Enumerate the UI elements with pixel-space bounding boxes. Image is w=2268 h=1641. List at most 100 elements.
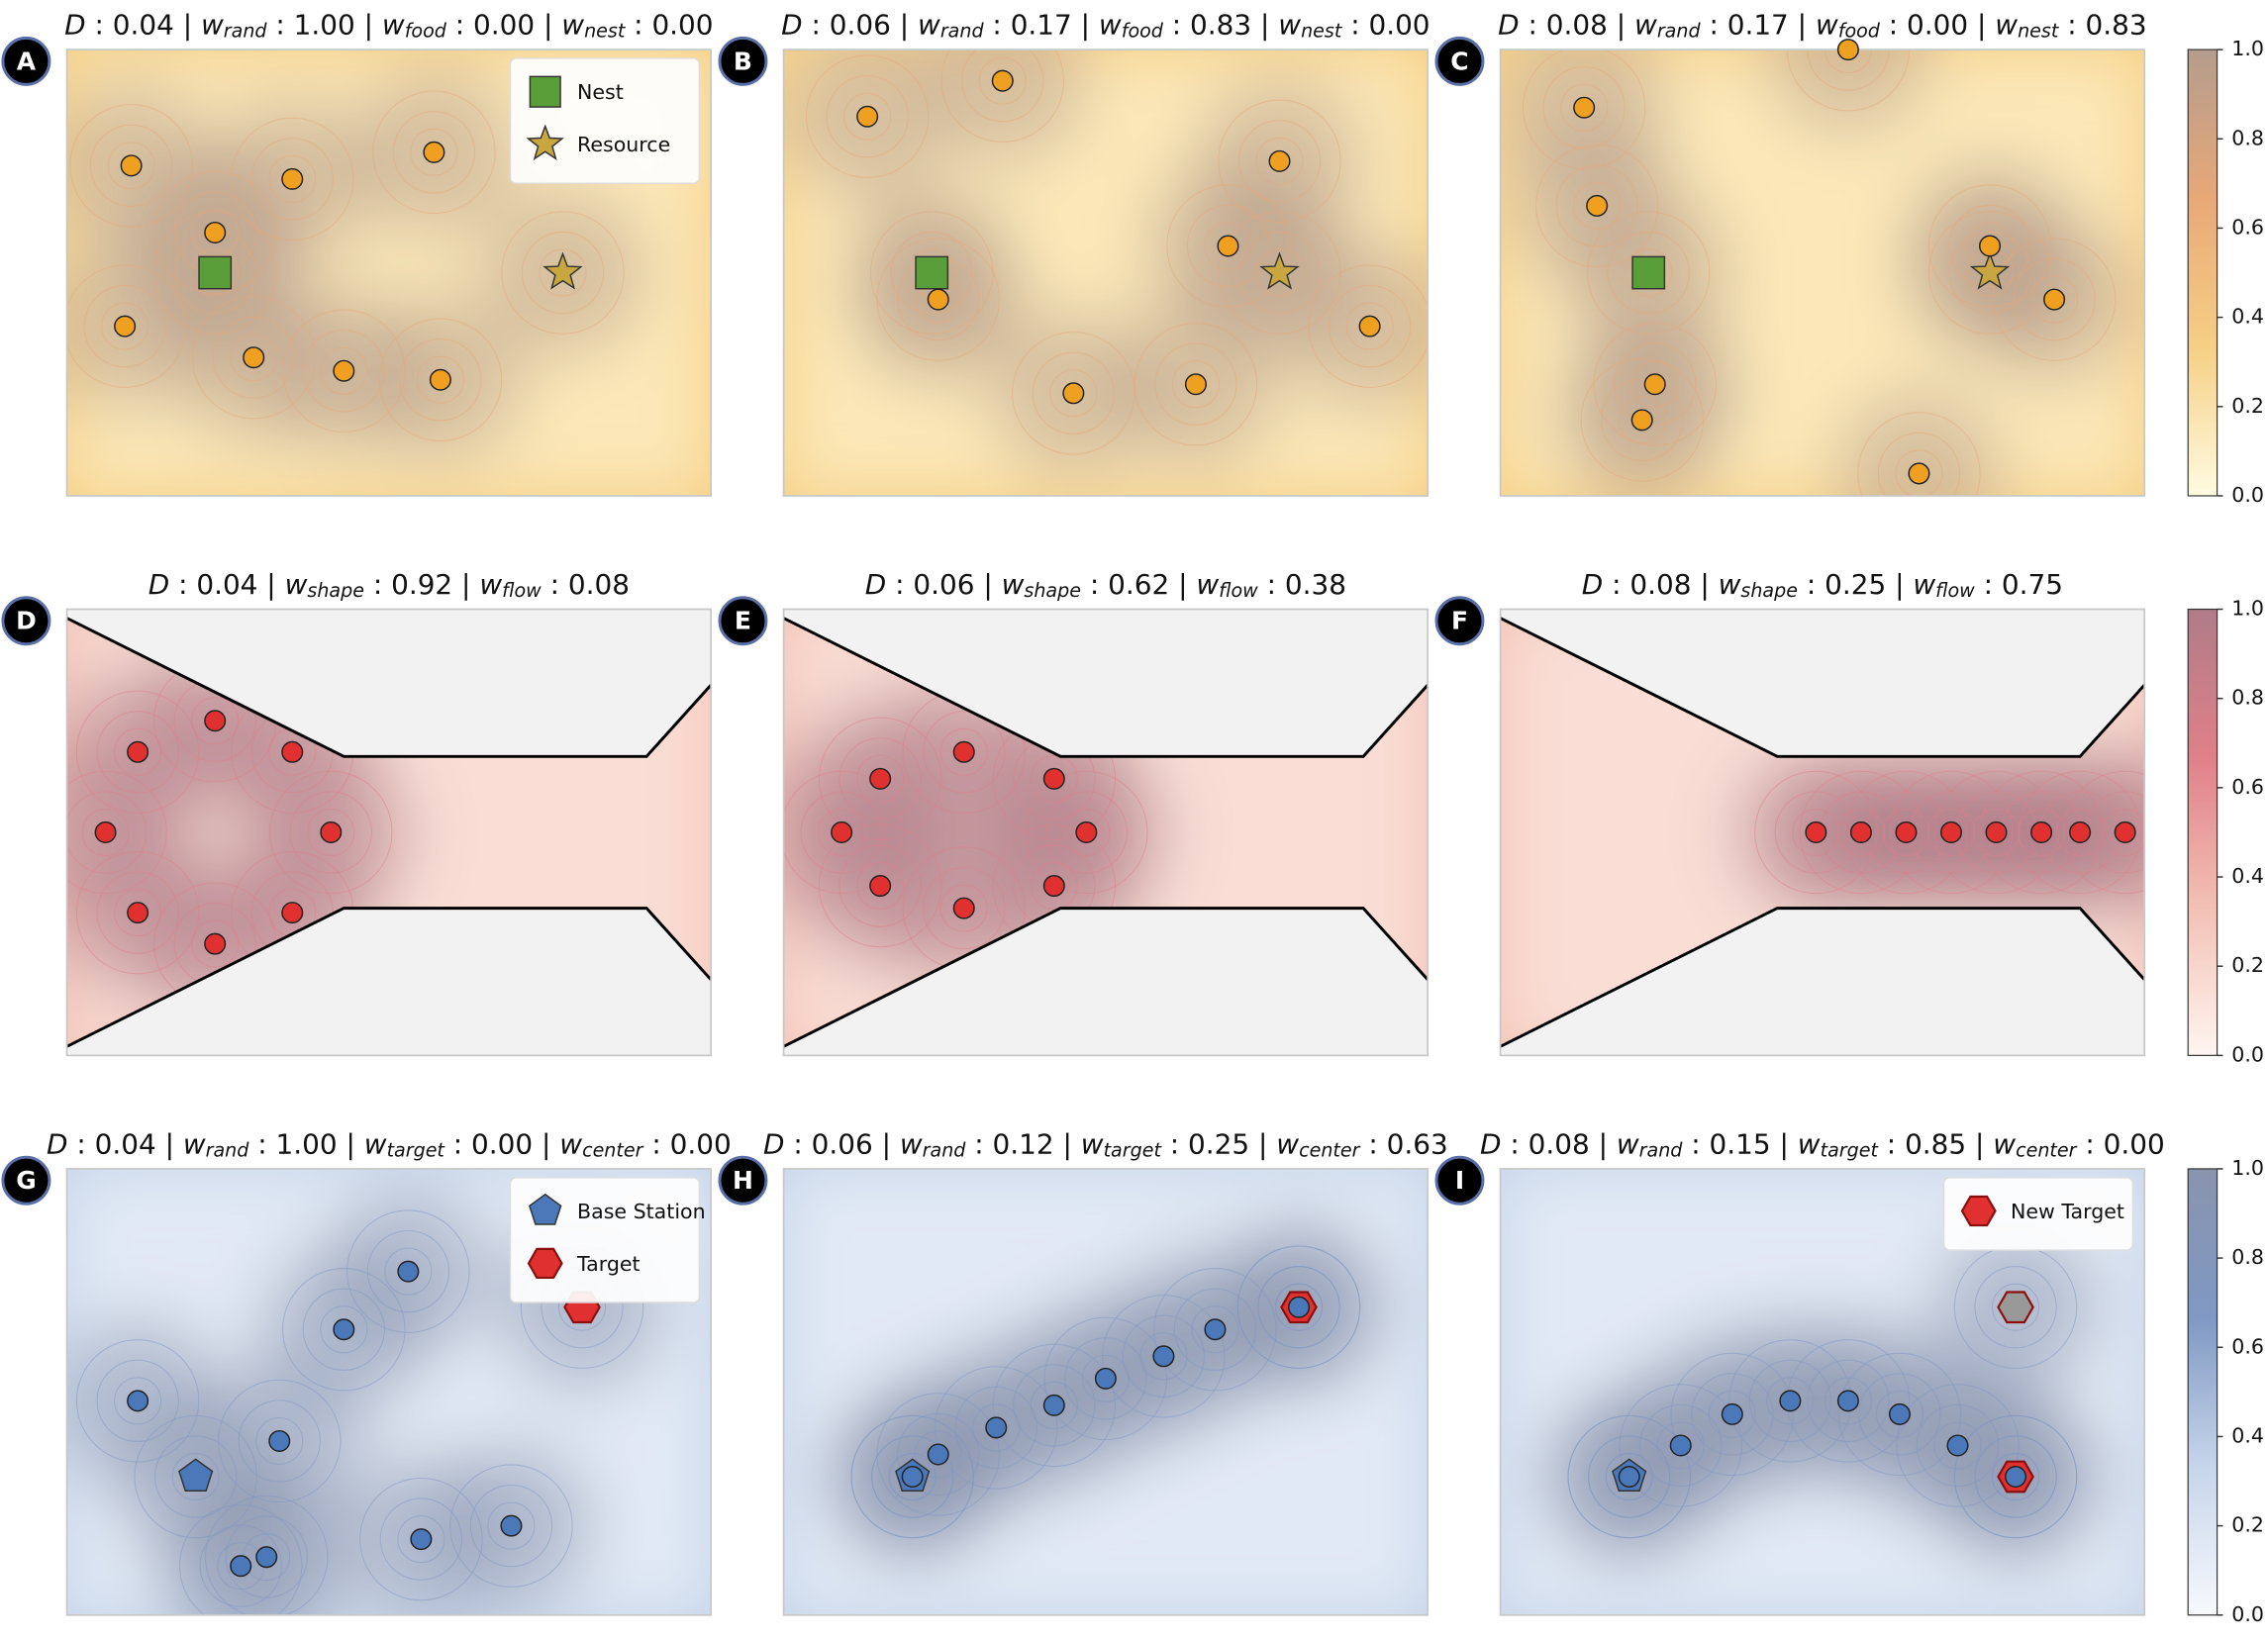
contour bbox=[231, 117, 354, 241]
agent bbox=[1849, 820, 1872, 843]
panel-label-badge bbox=[1434, 36, 1485, 86]
panel-title: D : 0.08 | wrand : 0.15 | wtarget : 0.85… bbox=[1480, 1127, 2165, 1161]
contour bbox=[1992, 238, 2117, 361]
panel-label-badge bbox=[1434, 596, 1485, 646]
agent bbox=[2114, 820, 2136, 843]
contour bbox=[1345, 302, 1394, 350]
contour bbox=[384, 1247, 433, 1296]
agent bbox=[1268, 149, 1291, 172]
agent bbox=[1358, 315, 1381, 338]
panel-title: D : 0.06 | wshape : 0.62 | wflow : 0.38 bbox=[865, 568, 1346, 602]
panel-title: D : 0.04 | wrand : 1.00 | wtarget : 0.00… bbox=[47, 1127, 732, 1161]
field bbox=[1500, 1168, 2145, 1615]
panel-label-badge bbox=[1434, 1155, 1485, 1206]
contour bbox=[416, 355, 464, 404]
contour bbox=[871, 1435, 954, 1518]
field-blobs bbox=[783, 1168, 1429, 1615]
contour bbox=[66, 791, 148, 874]
contour bbox=[205, 1495, 329, 1615]
panel-frame bbox=[1499, 1168, 2146, 1616]
panel-frame bbox=[65, 1168, 713, 1616]
title-part: D bbox=[47, 1127, 67, 1160]
contour bbox=[978, 56, 1027, 105]
contour bbox=[83, 285, 166, 368]
contour bbox=[1916, 1403, 2000, 1488]
agent bbox=[410, 1528, 433, 1551]
contour bbox=[1979, 770, 2104, 895]
contour bbox=[410, 128, 458, 176]
panel-label: F bbox=[1451, 607, 1468, 635]
agent bbox=[114, 315, 137, 338]
legend-symbol bbox=[527, 1247, 563, 1280]
title-part: : 0.04 | bbox=[86, 9, 201, 42]
field-blobs bbox=[783, 49, 1429, 496]
contour bbox=[1153, 1268, 1277, 1392]
panel-label: I bbox=[1455, 1166, 1464, 1195]
title-part: : 0.15 | bbox=[1682, 1127, 1797, 1160]
colorbar-tick-label: 0.2 bbox=[2231, 1513, 2264, 1537]
panel: D : 0.04 | wrand : 1.00 | wfood : 0.00 |… bbox=[1, 9, 714, 497]
colorbar bbox=[2187, 1168, 2219, 1616]
colorbar-tick-label: 0.0 bbox=[2231, 1602, 2264, 1626]
contour bbox=[1948, 231, 2031, 315]
contour bbox=[320, 346, 368, 395]
contour bbox=[1102, 1295, 1226, 1418]
contour bbox=[1555, 164, 1638, 247]
agent bbox=[1586, 194, 1609, 217]
agent bbox=[397, 1260, 420, 1283]
contour bbox=[359, 1477, 483, 1601]
contour bbox=[1166, 184, 1290, 308]
contour bbox=[876, 1393, 1000, 1516]
contour bbox=[1837, 1352, 1962, 1477]
contour bbox=[114, 889, 162, 937]
agent bbox=[952, 897, 975, 919]
contour bbox=[838, 844, 922, 927]
legend-label: New Target bbox=[2011, 1200, 2124, 1223]
agent bbox=[230, 1555, 252, 1578]
field-blob bbox=[1834, 389, 2004, 496]
contour bbox=[939, 884, 988, 932]
contour bbox=[914, 1430, 962, 1479]
contour bbox=[378, 318, 503, 441]
contour bbox=[856, 754, 905, 803]
title-part: D bbox=[148, 568, 169, 601]
contour bbox=[1237, 231, 1322, 315]
contour bbox=[1236, 1245, 1361, 1369]
contour bbox=[1889, 770, 2014, 895]
field bbox=[783, 49, 1429, 496]
contour bbox=[152, 211, 277, 335]
agent bbox=[952, 740, 975, 763]
agent bbox=[1204, 1318, 1227, 1341]
title-part: : 0.08 bbox=[542, 568, 630, 601]
title-part: food bbox=[1122, 20, 1164, 43]
field bbox=[783, 1168, 1429, 1615]
contour bbox=[225, 1515, 308, 1598]
title-part: w bbox=[479, 568, 502, 601]
wall-region bbox=[66, 908, 712, 1056]
title-part: : 0.83 bbox=[2058, 9, 2146, 42]
colorbar-tick-label: 0.6 bbox=[2231, 215, 2264, 239]
agent bbox=[281, 167, 304, 190]
contour bbox=[101, 302, 149, 350]
title-part: : 0.00 bbox=[2077, 1127, 2165, 1160]
contour bbox=[923, 866, 1006, 950]
contour bbox=[818, 823, 942, 948]
title-part: rand bbox=[1639, 1139, 1684, 1162]
contour bbox=[1030, 862, 1078, 911]
contour bbox=[1139, 1332, 1188, 1381]
contour bbox=[449, 1464, 573, 1588]
wall bbox=[783, 907, 1429, 1048]
contour bbox=[487, 1501, 536, 1550]
agent bbox=[1288, 1296, 1311, 1318]
colorbar-tick-label: 1.0 bbox=[2231, 37, 2264, 60]
colorbar-tick-label: 0.8 bbox=[2231, 126, 2264, 149]
agent bbox=[856, 105, 879, 128]
contour bbox=[1927, 211, 2052, 335]
contour bbox=[218, 1379, 342, 1503]
panel: D : 0.06 | wshape : 0.62 | wflow : 0.38E bbox=[718, 568, 1430, 1057]
title-part: w bbox=[1719, 568, 1741, 601]
contour bbox=[1601, 378, 1684, 461]
title-part: w bbox=[1995, 9, 2018, 42]
contour bbox=[69, 104, 193, 228]
